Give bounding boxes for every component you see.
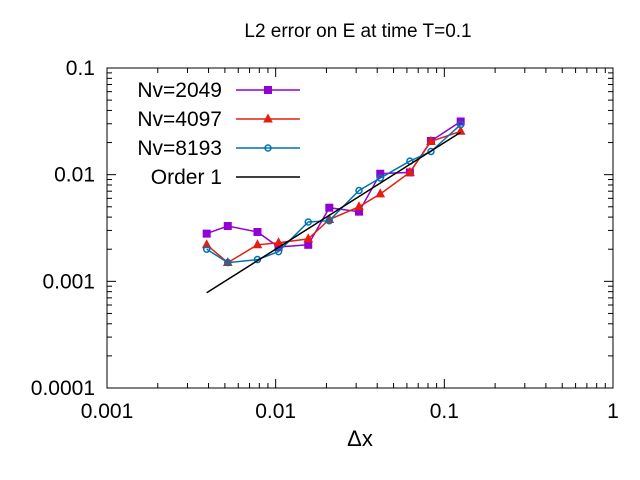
series-line-nv-2049 — [206, 120, 462, 248]
y-tick-label: 0.0001 — [31, 377, 95, 400]
data-point-nv-4097 — [303, 233, 314, 243]
series-nv-8193 — [202, 120, 465, 267]
x-tick-label: 0.001 — [81, 400, 134, 423]
data-point-nv-2049 — [253, 228, 262, 237]
legend-label: Nv=2049 — [137, 79, 222, 102]
data-point-nv-4097 — [354, 201, 364, 211]
data-point-nv-4097 — [273, 237, 284, 247]
legend-marker — [264, 144, 272, 152]
data-point-nv-4097 — [252, 239, 263, 249]
series-line-nv-4097 — [206, 130, 461, 264]
series-layer — [201, 117, 466, 294]
series-nv-2049 — [202, 117, 465, 251]
data-point-nv-8193 — [274, 247, 283, 256]
legend-label: Nv=4097 — [137, 108, 222, 131]
legend-marker — [264, 86, 272, 94]
legend-label: Order 1 — [151, 166, 222, 189]
data-point-nv-8193 — [355, 186, 363, 195]
data-point-nv-4097 — [455, 125, 466, 135]
data-point-nv-8193 — [202, 245, 211, 253]
series-line-nv-8193 — [206, 124, 462, 264]
data-point-nv-4097 — [375, 188, 386, 198]
legend-marker — [263, 113, 273, 123]
chart-title: L2 error on E at time T=0.1 — [244, 21, 471, 42]
series-order-1 — [206, 131, 462, 294]
data-point-nv-8193 — [456, 120, 465, 129]
plot-frame — [106, 67, 614, 389]
y-tick-label: 0.1 — [66, 57, 95, 80]
data-point-nv-4097 — [201, 239, 212, 249]
legend-label: Nv=8193 — [137, 137, 222, 160]
x-axis-label: Δx — [347, 426, 373, 451]
data-point-nv-2049 — [223, 222, 232, 231]
data-point-nv-8193 — [427, 147, 435, 156]
data-point-nv-2049 — [202, 229, 211, 238]
data-point-nv-8193 — [325, 216, 334, 225]
y-tick-label: 0.01 — [54, 164, 95, 187]
x-tick-label: 0.01 — [255, 400, 296, 423]
data-point-nv-4097 — [405, 166, 415, 176]
x-tick-label: 0.1 — [430, 400, 459, 423]
data-point-nv-4097 — [426, 135, 436, 145]
data-point-nv-8193 — [224, 258, 232, 267]
x-tick-label: 1 — [607, 400, 619, 423]
y-tick-label: 0.001 — [42, 270, 95, 293]
series-line-order-1 — [206, 131, 462, 294]
data-point-nv-8193 — [304, 218, 312, 226]
data-point-nv-8193 — [376, 174, 385, 182]
legend: Nv=2049 Nv=4097 Nv=8193 Order 1 — [137, 79, 300, 189]
data-point-nv-2049 — [325, 203, 334, 212]
